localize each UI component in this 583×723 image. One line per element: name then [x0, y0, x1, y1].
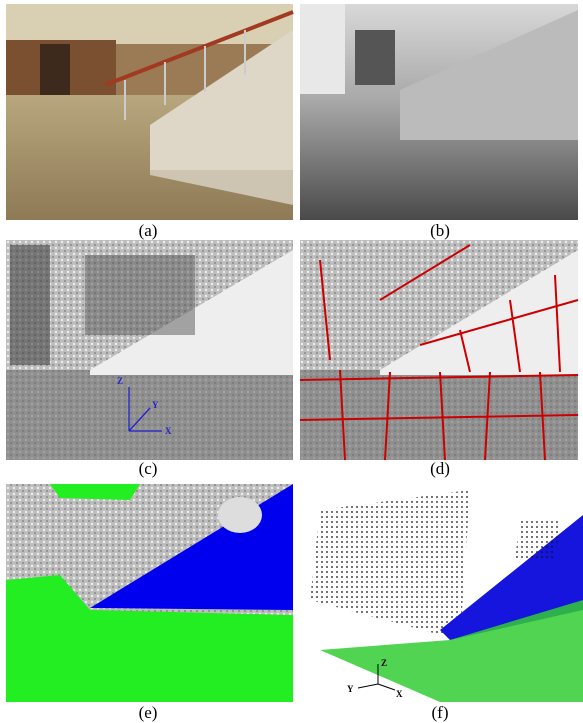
- figure: (a) (b) Z Y X (c) (d): [0, 0, 583, 723]
- caption: (d): [430, 459, 450, 478]
- axis-label: Y: [347, 684, 354, 694]
- axis-label: Z: [381, 658, 387, 668]
- panel-e: [6, 484, 293, 702]
- axis-label: Z: [117, 376, 123, 386]
- caption: (a): [139, 221, 158, 240]
- panel-a: [6, 4, 293, 220]
- panel-f: Y Z X: [300, 484, 583, 702]
- axis-label: X: [396, 689, 403, 699]
- caption: (b): [430, 221, 450, 240]
- axis-label: Y: [152, 400, 159, 410]
- panel-c: Z Y X: [6, 240, 293, 460]
- axis-label: X: [165, 426, 172, 436]
- caption: (e): [139, 703, 158, 722]
- panel-b: [300, 4, 578, 220]
- caption: (f): [432, 703, 449, 722]
- caption: (c): [139, 459, 158, 478]
- panel-d: [300, 240, 578, 460]
